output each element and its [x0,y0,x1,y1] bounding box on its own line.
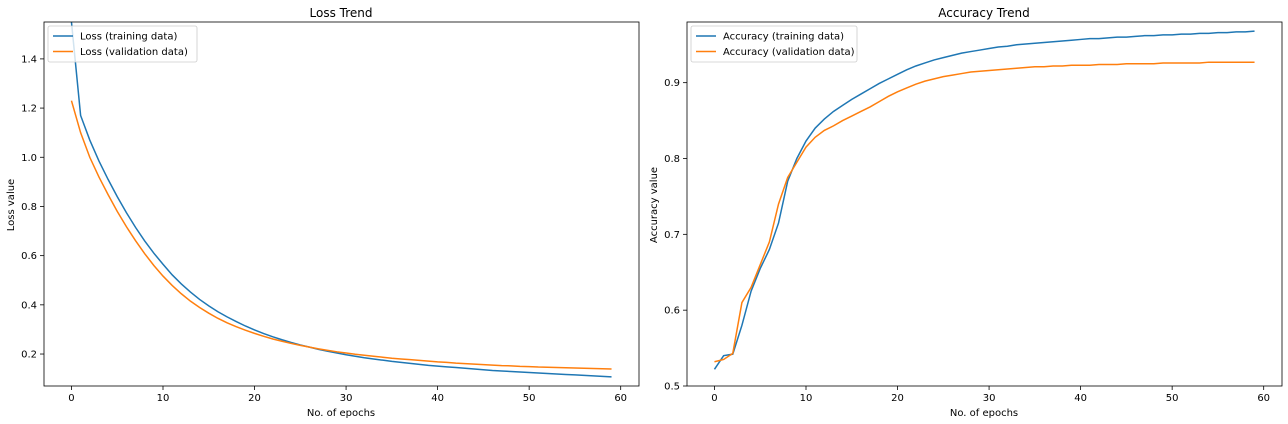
loss-x-tick-label: 40 [431,393,444,404]
loss-plot-frame [43,21,640,387]
loss-series-line-training [70,22,612,378]
loss-x-tick-label: 20 [248,393,261,404]
loss-chart-y-axis-label: Loss value [6,179,17,231]
accuracy-x-tick-label: 60 [1257,393,1270,404]
accuracy-legend: Accuracy (training data) Accuracy (valida… [690,25,858,63]
accuracy-x-tick-label: 20 [891,393,904,404]
loss-x-tick-label: 50 [523,393,536,404]
accuracy-chart-panel: Accuracy Trend No. of epochs Accuracy va… [649,6,1283,419]
accuracy-y-tick-label: 0.8 [664,154,680,165]
loss-series-line-validation [70,100,612,370]
accuracy-y-tick-label: 0.6 [664,306,680,317]
accuracy-y-tick-label: 0.9 [664,78,680,89]
accuracy-legend-label: Accuracy (training data) [723,32,844,43]
loss-y-tick-label: 1.4 [21,54,37,65]
accuracy-legend-label: Accuracy (validation data) [723,47,855,58]
accuracy-y-tick-label: 0.7 [664,230,680,241]
accuracy-chart-x-axis-label: No. of epochs [950,408,1018,419]
loss-x-tick-label: 0 [68,393,74,404]
accuracy-series-line-validation [714,61,1255,363]
accuracy-chart-title: Accuracy Trend [938,6,1029,20]
loss-y-tick-label: 0.6 [21,251,37,262]
loss-y-tick-label: 1.2 [21,104,37,115]
loss-legend: Loss (training data) Loss (validation dat… [47,25,198,63]
loss-chart-x-axis-label: No. of epochs [307,408,375,419]
loss-y-tick-label: 0.4 [21,300,37,311]
loss-x-tick-label: 60 [614,393,627,404]
accuracy-plot-frame [686,21,1283,387]
accuracy-x-tick-label: 40 [1074,393,1087,404]
accuracy-x-tick-label: 10 [800,393,813,404]
accuracy-x-tick-label: 30 [983,393,996,404]
loss-x-tick-label: 30 [340,393,353,404]
accuracy-x-tick-label: 50 [1166,393,1179,404]
loss-y-tick-label: 0.2 [21,350,37,361]
loss-legend-label: Loss (training data) [80,32,177,43]
loss-legend-label: Loss (validation data) [80,47,188,58]
loss-y-tick-label: 0.8 [21,202,37,213]
loss-chart-panel: Loss Trend No. of epochs Loss value 0 10 2… [6,6,640,419]
loss-x-tick-label: 10 [157,393,170,404]
loss-chart-title: Loss Trend [310,6,373,20]
accuracy-x-tick-label: 0 [711,393,717,404]
loss-y-tick-label: 1.0 [21,153,37,164]
accuracy-y-tick-label: 0.5 [664,382,680,393]
accuracy-chart-y-axis-label: Accuracy value [649,167,660,243]
accuracy-series-line-training [713,30,1255,370]
